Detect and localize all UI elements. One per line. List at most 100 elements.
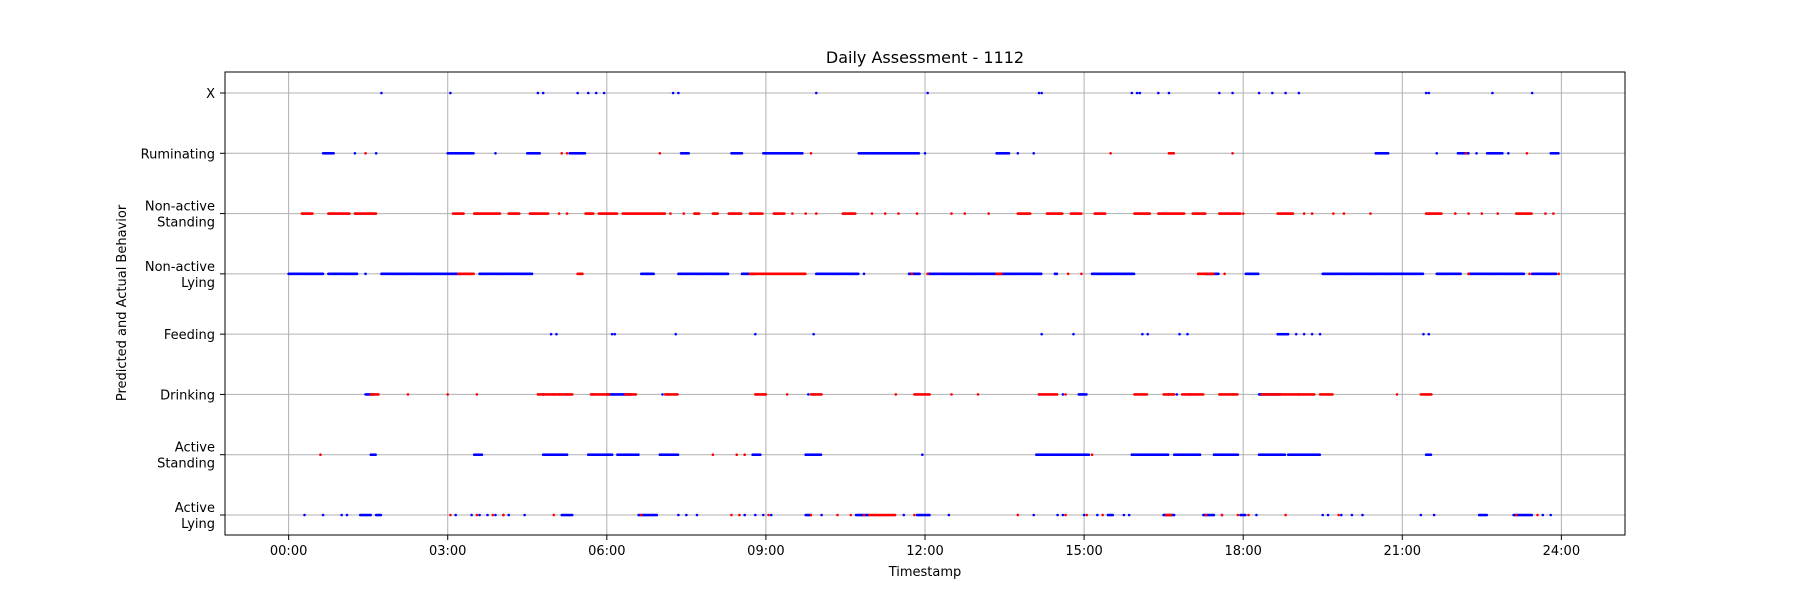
x-tick-label: 12:00 <box>906 544 943 559</box>
data-point <box>1302 332 1306 336</box>
data-point <box>926 272 929 276</box>
data-point <box>801 151 804 155</box>
data-point <box>862 272 866 276</box>
data-point <box>1286 332 1290 336</box>
data-point <box>921 453 924 457</box>
data-point <box>472 272 475 276</box>
data-point <box>1422 332 1425 336</box>
data-point <box>340 513 343 517</box>
data-point <box>1467 151 1470 155</box>
data-point <box>836 513 839 517</box>
data-point <box>321 513 325 517</box>
data-point <box>1475 151 1478 155</box>
data-point <box>1132 272 1136 276</box>
data-point <box>1427 91 1431 95</box>
data-point <box>1467 212 1470 215</box>
data-point <box>1310 332 1314 336</box>
data-point <box>555 332 558 336</box>
data-point <box>1255 513 1258 517</box>
y-tick-label: Drinking <box>160 388 215 403</box>
data-point <box>1000 272 1003 276</box>
data-point <box>472 151 475 155</box>
data-point <box>594 91 598 95</box>
data-point <box>677 91 680 95</box>
y-tick-label: Feeding <box>164 328 215 343</box>
data-point <box>819 453 823 457</box>
data-point <box>1172 393 1176 396</box>
data-point <box>1459 272 1462 276</box>
data-point <box>406 393 410 396</box>
data-point <box>1239 212 1242 215</box>
data-point <box>1055 393 1059 396</box>
data-point <box>470 513 473 517</box>
data-point <box>1082 513 1086 517</box>
data-point <box>754 332 757 336</box>
data-point <box>663 212 667 215</box>
data-point <box>1066 272 1070 276</box>
data-point <box>1175 393 1179 396</box>
data-point <box>682 212 686 215</box>
data-point <box>652 272 655 276</box>
data-point <box>1085 393 1088 396</box>
data-point <box>1554 272 1558 276</box>
data-point <box>1096 513 1099 517</box>
data-point <box>1148 212 1152 215</box>
data-point <box>1421 272 1425 276</box>
data-point <box>674 332 678 336</box>
data-point <box>1297 91 1301 95</box>
data-point <box>894 393 898 396</box>
y-tick-label: Non-active <box>145 200 215 215</box>
data-point <box>676 393 679 396</box>
data-point <box>671 91 675 95</box>
data-point <box>311 212 314 215</box>
data-point <box>739 212 743 215</box>
data-point <box>607 393 611 396</box>
data-point <box>303 513 306 517</box>
data-point <box>1271 91 1274 95</box>
data-point <box>576 91 579 95</box>
data-point <box>950 393 953 396</box>
data-point <box>1157 91 1160 95</box>
data-point <box>853 212 857 215</box>
data-point <box>685 513 688 517</box>
data-point <box>502 513 505 517</box>
data-point <box>1172 151 1176 155</box>
data-point <box>1212 513 1216 517</box>
data-point <box>1130 91 1134 95</box>
data-point <box>769 513 773 517</box>
data-point <box>1247 513 1250 517</box>
data-point <box>380 91 383 95</box>
data-point <box>950 212 953 215</box>
data-point <box>1302 212 1306 215</box>
y-tick-label: Active <box>175 441 215 456</box>
data-point <box>364 151 367 155</box>
data-point <box>1218 91 1221 95</box>
data-point <box>812 332 815 336</box>
y-tick-label: Active <box>175 501 215 516</box>
data-point <box>1236 513 1240 517</box>
data-point <box>581 272 584 276</box>
data-point <box>449 513 452 517</box>
data-point <box>1530 91 1534 95</box>
data-point <box>1236 393 1239 396</box>
data-point <box>1166 453 1170 457</box>
data-point <box>1530 513 1534 517</box>
data-point <box>923 151 927 155</box>
data-point <box>478 513 481 517</box>
data-point <box>1257 91 1261 95</box>
data-point <box>809 151 813 155</box>
data-point <box>883 212 887 215</box>
data-point <box>902 513 906 517</box>
data-point <box>1454 212 1457 215</box>
data-point <box>1212 272 1215 276</box>
data-point <box>820 393 823 396</box>
data-point <box>1135 91 1139 95</box>
data-point <box>634 393 638 396</box>
data-point <box>560 151 564 155</box>
data-point <box>1331 393 1334 396</box>
data-point <box>570 393 574 396</box>
data-point <box>637 453 640 457</box>
data-point <box>1032 513 1036 517</box>
data-point <box>1241 212 1245 215</box>
data-point <box>1321 513 1325 517</box>
